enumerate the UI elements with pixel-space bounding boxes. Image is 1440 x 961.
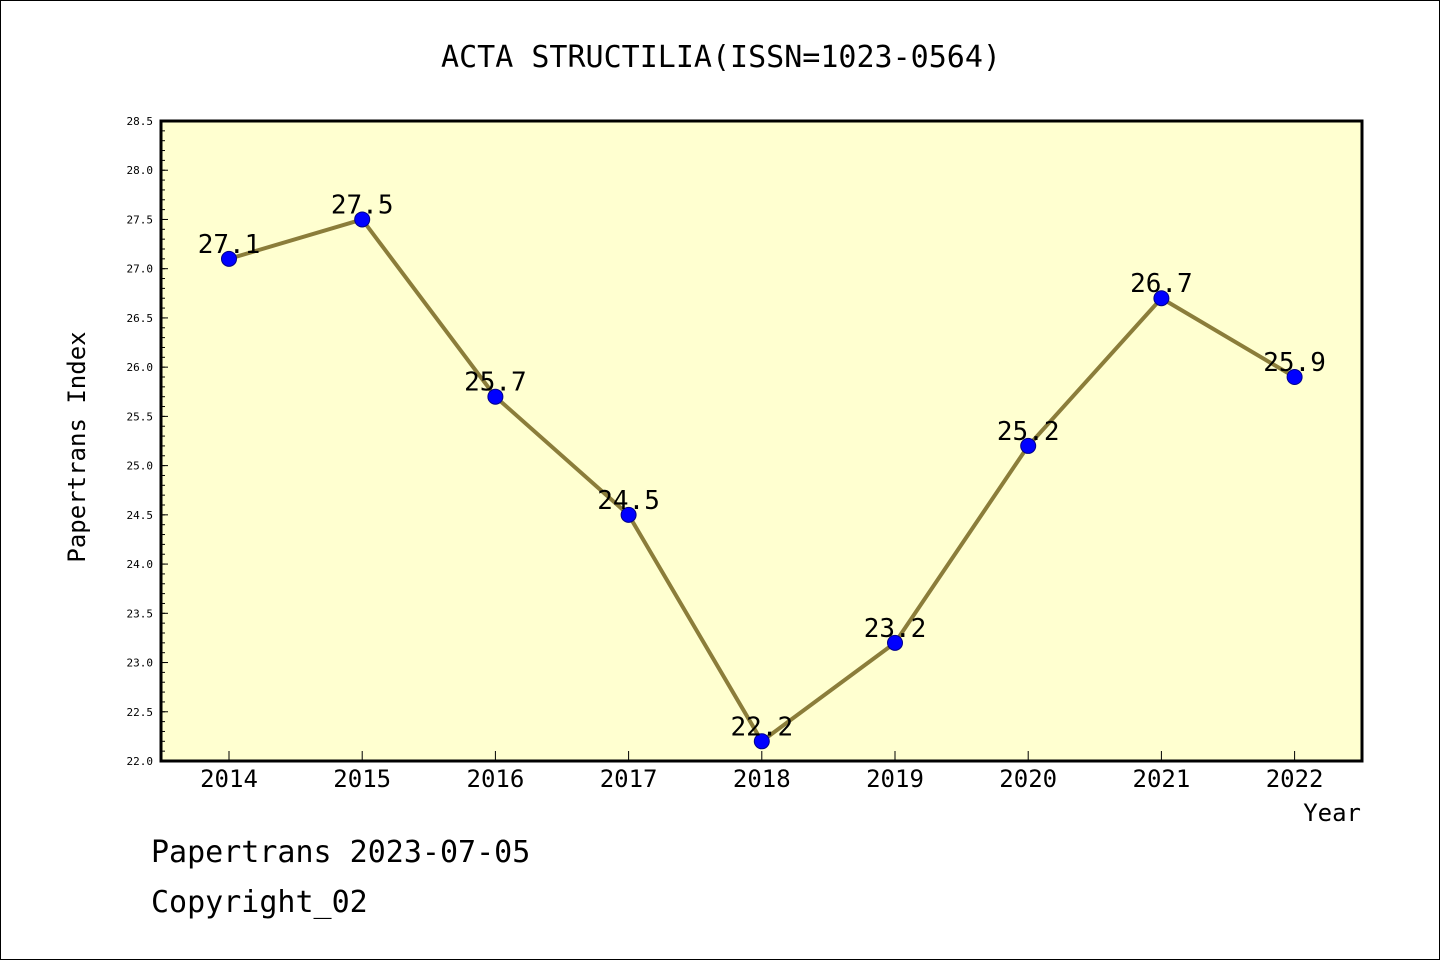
- data-label: 25.2: [997, 417, 1060, 447]
- x-tick-label: 2022: [1266, 765, 1324, 793]
- x-tick-label: 2014: [200, 765, 258, 793]
- x-tick-label: 2018: [733, 765, 791, 793]
- data-label: 25.7: [464, 368, 527, 398]
- plot-border: [159, 119, 1364, 763]
- x-tick-label: 2019: [866, 765, 924, 793]
- watermark-text: Papertrans 2023-07-05: [151, 835, 531, 870]
- y-axis-ticks: 22.0 22.5 23.0 23.5 24.0 24.5 25.0 25.5 26.0 26.5…: [127, 115, 168, 768]
- data-label: 22.2: [730, 712, 793, 742]
- x-axis-ticks: 2014 2015 2016 2017 2018 2019 2020 2021 2022: [200, 751, 1323, 793]
- data-point: [1286, 369, 1303, 385]
- y-tick-label: 24.0: [127, 558, 154, 571]
- data-point: [753, 733, 770, 750]
- y-tick-label: 24.5: [127, 509, 154, 522]
- data-label: 26.7: [1130, 269, 1193, 299]
- y-tick-label: 27.0: [127, 263, 154, 276]
- x-tick-label: 2020: [999, 765, 1057, 793]
- chart-title: ACTA STRUCTILIA(ISSN=1023-0564): [441, 40, 1001, 75]
- x-tick-label: 2021: [1133, 765, 1191, 793]
- data-point: [1020, 437, 1037, 454]
- data-point: [354, 211, 371, 228]
- y-tick-label: 25.0: [127, 460, 154, 473]
- y-tick-label: 23.5: [127, 607, 154, 620]
- y-tick-label: 22.5: [127, 706, 154, 719]
- x-tick-label: 2016: [467, 765, 525, 793]
- data-point: [887, 634, 903, 651]
- x-axis-label: Year: [1303, 799, 1361, 827]
- y-tick-label: 26.5: [127, 312, 154, 325]
- data-label: 24.5: [597, 486, 660, 516]
- data-labels: 27.1 27.5 25.7 24.5 22.2 23.2 25.2 26.7 25.9: [198, 190, 1326, 742]
- data-point: [487, 388, 504, 405]
- data-label: 27.1: [198, 230, 261, 260]
- y-tick-label: 25.5: [127, 410, 154, 423]
- copyright-text: Copyright_02: [151, 885, 368, 920]
- plot-area: [161, 121, 1362, 761]
- data-point: [620, 506, 637, 523]
- y-tick-label: 23.0: [127, 657, 154, 670]
- y-tick-label: 22.0: [127, 755, 154, 768]
- y-axis-label: Papertrans Index: [63, 331, 91, 562]
- x-tick-label: 2017: [600, 765, 658, 793]
- y-tick-label: 27.5: [127, 213, 154, 226]
- y-tick-label: 26.0: [127, 361, 154, 374]
- x-tick-label: 2015: [333, 765, 391, 793]
- data-point: [221, 250, 237, 267]
- data-series: [221, 211, 1303, 750]
- data-label: 23.2: [864, 614, 927, 644]
- y-tick-label: 28.5: [127, 115, 154, 128]
- y-tick-label: 28.0: [127, 164, 154, 177]
- data-label: 25.9: [1263, 348, 1326, 378]
- data-point: [1153, 290, 1170, 307]
- data-label: 27.5: [331, 190, 394, 220]
